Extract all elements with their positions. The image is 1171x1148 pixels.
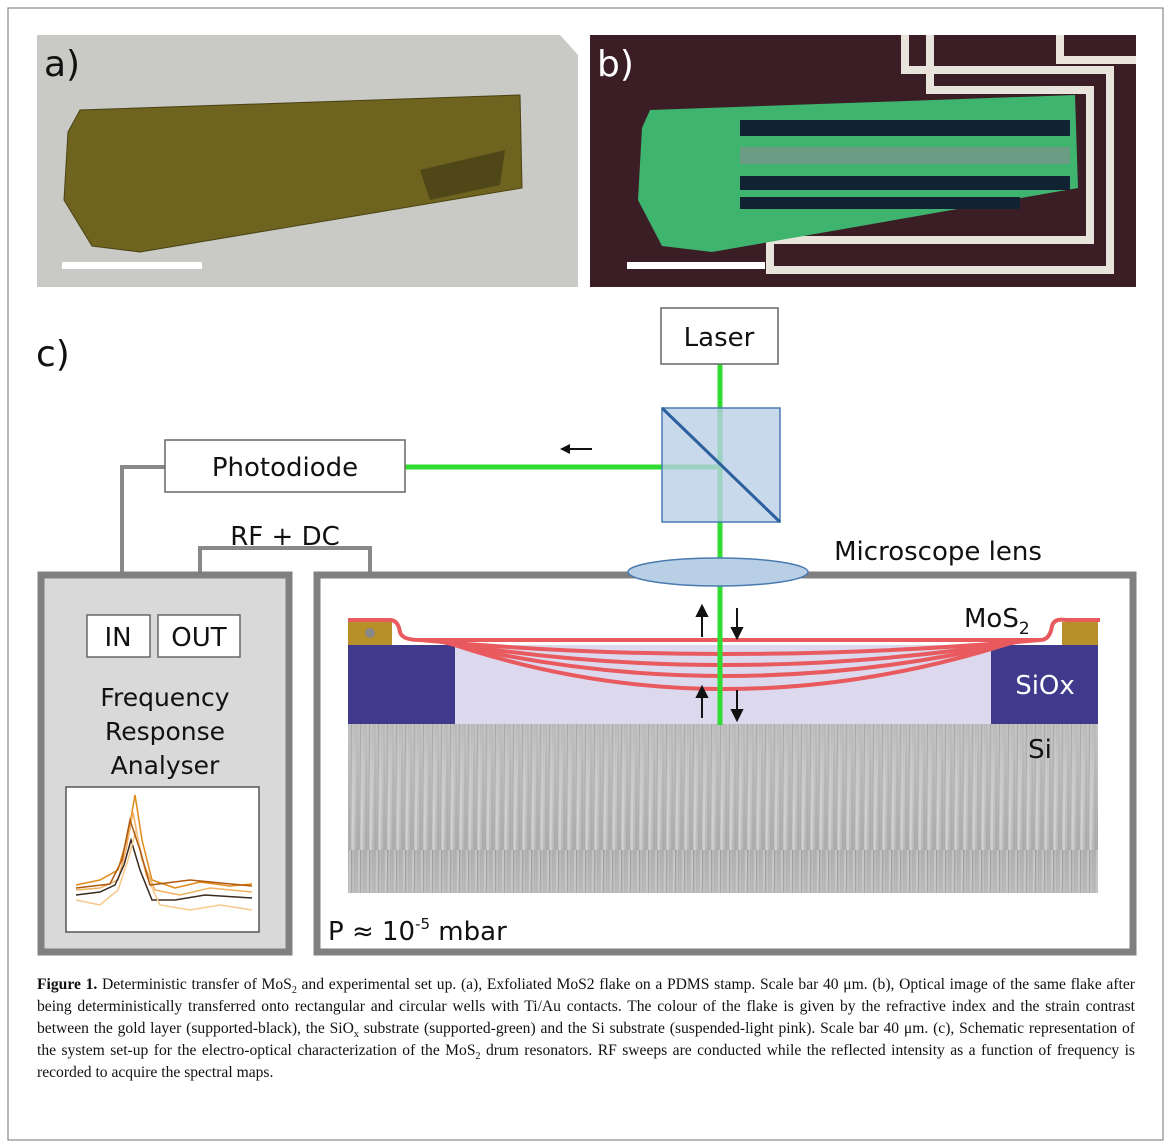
well: [740, 120, 1070, 136]
scale-bar: [627, 262, 765, 269]
analyser-label: Frequency Response Analyser: [100, 683, 229, 780]
pressure-unit: mbar: [430, 917, 507, 947]
scale-bar: [62, 262, 202, 269]
si-label: Si: [1028, 735, 1052, 765]
mos2-base: MoS: [964, 604, 1019, 634]
pressure-base: P ≈ 10: [328, 917, 415, 947]
siox-label: SiOx: [1015, 671, 1075, 701]
well: [740, 197, 1020, 209]
well: [740, 147, 1070, 164]
page: a) b) c) RF + DC Micr: [0, 0, 1171, 1148]
pressure-exp: -5: [415, 915, 430, 933]
gold-contact: [1062, 622, 1098, 645]
panel-label: c): [36, 334, 70, 375]
photodiode-label: Photodiode: [212, 453, 358, 483]
caption: Figure 1. Deterministic transfer of MoS2…: [37, 974, 1135, 1084]
direction-arrow: [560, 444, 570, 454]
rf-dc-label: RF + DC: [230, 522, 340, 552]
panel-label: b): [597, 44, 634, 85]
laser-label: Laser: [684, 323, 755, 353]
caption-text: Deterministic transfer of MoS: [97, 976, 292, 993]
analyser-line: Response: [105, 717, 225, 746]
siox-layer: [348, 645, 455, 724]
contact-point: [365, 628, 375, 638]
out-label: OUT: [171, 623, 226, 653]
lens-label: Microscope lens: [834, 537, 1042, 567]
analyser-line: Frequency: [100, 683, 229, 712]
spectrum-plot: [66, 787, 259, 932]
lens: [628, 558, 808, 586]
panel-label: a): [44, 44, 80, 85]
mos2-sub: 2: [1019, 619, 1030, 639]
well: [740, 176, 1070, 190]
in-label: IN: [104, 623, 131, 653]
caption-label: Figure 1.: [37, 976, 97, 993]
analyser-line: Analyser: [111, 751, 220, 780]
si-substrate: [348, 724, 1098, 893]
